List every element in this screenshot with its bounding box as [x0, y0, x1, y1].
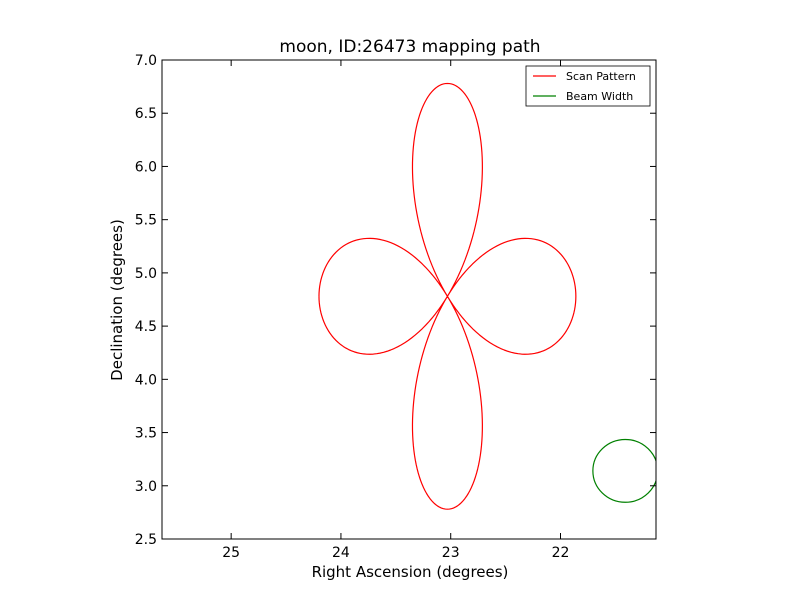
- y-axis: 2.5 3.0 3.5 4.0 4.5 5.0 5.5 6.0 6.5 7.0: [135, 53, 656, 548]
- x-tick-label: 25: [222, 545, 240, 561]
- legend-label-scan-pattern: Scan Pattern: [566, 70, 636, 83]
- legend: Scan Pattern Beam Width: [525, 65, 651, 107]
- y-tick-label: 4.0: [135, 372, 157, 388]
- y-tick-label: 3.5: [135, 426, 157, 442]
- scan-pattern-line: [318, 82, 577, 510]
- x-tick-label: 22: [552, 545, 570, 561]
- y-tick-label: 4.5: [135, 319, 157, 335]
- x-axis-label: Right Ascension (degrees): [312, 563, 509, 581]
- y-axis-label: Declination (degrees): [108, 219, 126, 381]
- y-tick-label: 2.5: [135, 532, 157, 548]
- y-tick-label: 5.0: [135, 266, 157, 282]
- y-tick-label: 6.0: [135, 159, 157, 175]
- x-tick-label: 24: [332, 545, 350, 561]
- legend-box: [525, 65, 651, 107]
- y-tick-label: 5.5: [135, 213, 157, 229]
- plot-area: [318, 82, 656, 510]
- x-axis: 25 24 23 22: [222, 60, 569, 561]
- y-tick-label: 3.0: [135, 479, 157, 495]
- chart-title: moon, ID:26473 mapping path: [279, 37, 540, 57]
- x-tick-label: 23: [442, 545, 460, 561]
- beam-width-circle: [592, 438, 656, 503]
- axes-frame: [161, 59, 657, 540]
- y-tick-label: 7.0: [135, 53, 157, 69]
- y-tick-label: 6.5: [135, 106, 157, 122]
- legend-label-beam-width: Beam Width: [566, 90, 633, 103]
